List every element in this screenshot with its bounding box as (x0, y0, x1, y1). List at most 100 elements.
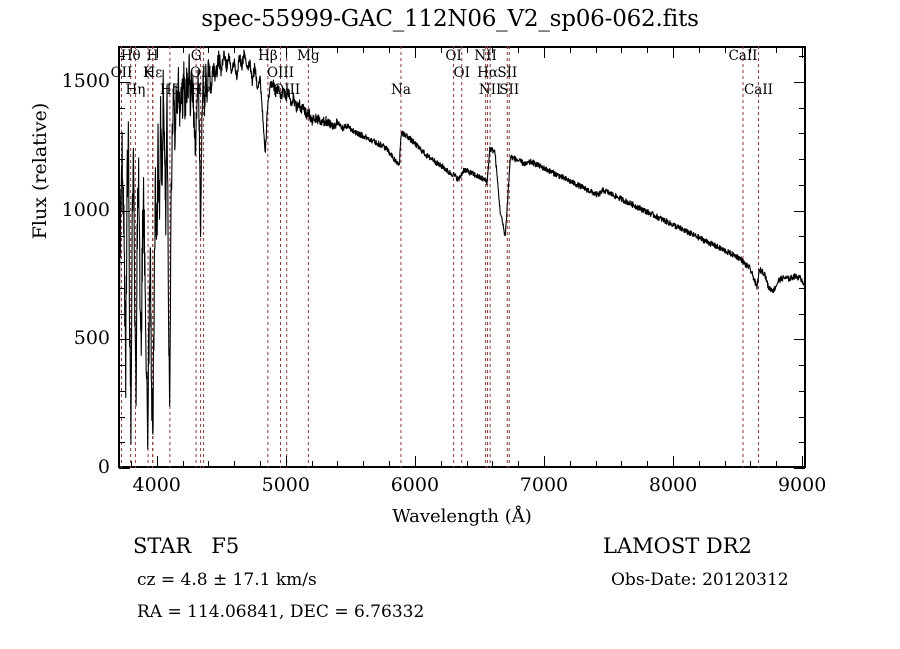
axis-tick (544, 47, 545, 58)
spectral-line-label: Hγ (190, 82, 211, 98)
axis-tick (183, 47, 184, 53)
axis-tick (260, 461, 261, 467)
y-tick-label: 500 (73, 327, 110, 350)
axis-tick (647, 47, 648, 53)
axis-tick (337, 47, 338, 53)
spectral-line-label: Hη (125, 82, 146, 98)
x-tick-label: 4000 (132, 474, 181, 496)
axis-tick (119, 339, 130, 340)
spectral-line-label: Hε (143, 65, 163, 81)
axis-tick (119, 82, 130, 83)
obs-date-label: Obs-Date: 20120312 (611, 570, 789, 590)
axis-tick (570, 47, 571, 53)
axis-tick (208, 461, 209, 467)
axis-tick (799, 391, 805, 392)
spectral-line-label: SII (497, 65, 518, 81)
axis-tick (119, 288, 125, 289)
spectral-line-label: Mg (297, 48, 320, 64)
axis-tick (441, 47, 442, 53)
spectral-line-label: Hθ (120, 48, 141, 64)
spectral-line-label: OI (445, 48, 462, 64)
axis-tick (157, 47, 158, 58)
axis-tick (131, 47, 132, 53)
spectral-line-label: Na (391, 82, 411, 98)
spectral-line-markers (120, 46, 759, 468)
axis-tick (467, 47, 468, 53)
spectrum-plot-area (118, 46, 806, 468)
axis-tick (363, 47, 364, 53)
axis-tick (260, 47, 261, 53)
axis-tick (776, 461, 777, 467)
axis-tick (699, 47, 700, 53)
y-tick-label: 1500 (61, 70, 110, 93)
spectral-line-label: CaII (743, 82, 774, 98)
axis-tick (119, 391, 125, 392)
coordinates-value: RA = 114.06841, DEC = 6.76332 (137, 602, 425, 622)
axis-tick (415, 47, 416, 58)
spectral-line-label: OIII (273, 82, 301, 98)
axis-tick (673, 456, 674, 467)
spectral-line-label: Hβ (258, 48, 278, 64)
x-tick-label: 7000 (519, 474, 569, 496)
object-type: STAR (133, 534, 192, 558)
axis-tick (389, 47, 390, 53)
axis-tick (119, 133, 125, 134)
axis-tick (799, 365, 805, 366)
axis-tick (776, 47, 777, 53)
survey-label: LAMOST DR2 (603, 534, 752, 558)
spectrum-trace (118, 49, 806, 450)
axis-tick (234, 47, 235, 53)
axis-tick (119, 108, 125, 109)
spectral-line-label: Hα (477, 65, 498, 81)
axis-tick (799, 56, 805, 57)
figure-title: spec-55999-GAC_112N06_V2_sp06-062.fits (201, 6, 699, 32)
axis-tick (799, 288, 805, 289)
axis-tick (621, 47, 622, 53)
axis-tick (596, 47, 597, 53)
axis-tick (802, 47, 803, 58)
axis-tick (492, 47, 493, 53)
axis-tick (467, 461, 468, 467)
axis-tick (119, 365, 125, 366)
axis-tick (312, 461, 313, 467)
spectral-line-label: SII (499, 82, 520, 98)
axis-tick (234, 461, 235, 467)
axis-tick (208, 47, 209, 53)
axis-tick (518, 47, 519, 53)
axis-tick (363, 461, 364, 467)
spectral-line-label: CaII (728, 48, 758, 64)
axis-tick (794, 339, 805, 340)
axis-tick (441, 461, 442, 467)
x-axis-label: Wavelength (Å) (392, 506, 532, 527)
axis-tick (119, 314, 125, 315)
axis-tick (131, 461, 132, 467)
axis-tick (119, 236, 125, 237)
axis-tick (647, 461, 648, 467)
spectral-line-label: G (190, 48, 202, 64)
axis-tick (157, 456, 158, 467)
axis-tick (518, 461, 519, 467)
x-tick-label: 5000 (261, 474, 310, 496)
axis-tick (799, 185, 805, 186)
axis-tick (286, 456, 287, 467)
axis-tick (621, 461, 622, 467)
axis-tick (544, 456, 545, 467)
axis-tick (119, 159, 125, 160)
axis-tick (119, 211, 130, 212)
axis-tick (794, 211, 805, 212)
spectral-line-label: OIII (266, 65, 295, 81)
axis-tick (570, 461, 571, 467)
axis-tick (119, 185, 125, 186)
y-tick-label: 1000 (61, 198, 110, 221)
axis-tick (596, 461, 597, 467)
y-axis-label: Flux (relative) (29, 102, 51, 240)
axis-tick (492, 461, 493, 467)
spectral-line-label: NII (478, 82, 502, 98)
axis-tick (799, 108, 805, 109)
axis-tick (794, 82, 805, 83)
y-tick-label: 0 (97, 456, 110, 478)
axis-tick (794, 468, 805, 469)
axis-tick (725, 461, 726, 467)
axis-tick (119, 468, 130, 469)
